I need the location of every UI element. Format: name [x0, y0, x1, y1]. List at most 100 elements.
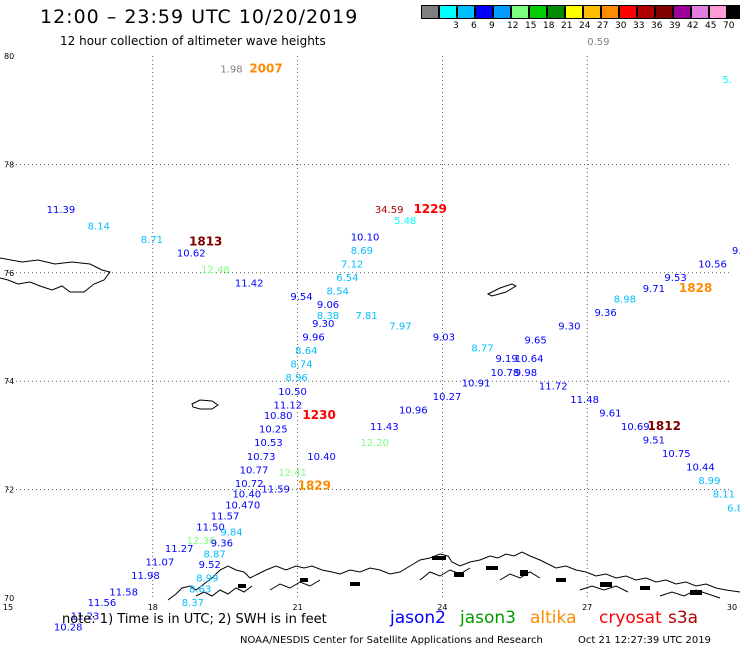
wave-height-label: 9.06	[317, 300, 339, 311]
wave-height-label: 10.64	[515, 354, 544, 365]
lat-tick-label: 78	[4, 160, 14, 169]
legend-label: 36	[651, 21, 663, 31]
wave-height-label: 11.12	[273, 400, 302, 411]
wave-height-label: 9.80	[732, 246, 740, 257]
legend-label: 45	[705, 21, 717, 31]
wave-height-label: 9.30	[558, 322, 580, 333]
wave-height-label: 8.14	[88, 221, 110, 232]
legend-label: 27	[597, 21, 609, 31]
wave-height-label: 9.96	[302, 333, 324, 344]
wave-height-label: 6.87	[727, 503, 740, 514]
legend-label: 18	[543, 21, 555, 31]
wave-height-label: 10.40	[307, 452, 336, 463]
pass-time-label: 1229	[413, 202, 446, 216]
legend-swatch	[439, 5, 457, 19]
wave-height-label: 9.54	[290, 292, 312, 303]
lat-tick-label: 74	[4, 377, 14, 386]
wave-height-label: 10.62	[177, 249, 206, 260]
legend-label: 6	[471, 21, 477, 31]
wave-height-label: 10.44	[686, 463, 715, 474]
pass-time-label: 2007	[249, 61, 282, 75]
wave-height-label: 10.25	[259, 425, 288, 436]
wave-height-label: 8.54	[327, 286, 349, 297]
legend-swatch	[709, 5, 727, 19]
wave-height-label: 10.56	[698, 259, 727, 270]
coastline	[0, 257, 518, 410]
wave-height-label: 9.03	[433, 333, 455, 344]
lat-tick-label: 80	[4, 52, 14, 61]
coastal-islands	[238, 556, 702, 595]
bjornoya-island	[191, 399, 219, 410]
wave-height-label: 11.57	[211, 511, 240, 522]
legend-label: 3	[453, 21, 459, 31]
pass-time-label: 1813	[189, 235, 222, 249]
wave-height-label: 8.77	[471, 343, 493, 354]
wave-height-label: 10.470	[225, 501, 260, 512]
wave-height-label: 0.59	[587, 37, 609, 48]
wave-height-label: 9.36	[211, 539, 233, 550]
lat-tick-label: 70	[4, 594, 14, 603]
wave-height-label: 9.71	[643, 284, 665, 295]
legend-swatch	[475, 5, 493, 19]
satellite-cryosat: cryosat	[599, 608, 662, 628]
wave-height-label: 10.73	[247, 452, 276, 463]
wave-height-label: 8.96	[286, 373, 308, 384]
wave-height-label: 7.12	[341, 259, 363, 270]
legend-swatch	[493, 5, 511, 19]
satellite-altika: altika	[530, 608, 577, 628]
lon-tick-label: 21	[293, 603, 303, 612]
legend-swatch	[511, 5, 529, 19]
wave-height-label: 11.23	[71, 612, 100, 623]
wave-height-label: 11.43	[370, 422, 399, 433]
generated-timestamp: Oct 21 12:27:39 UTC 2019	[578, 635, 711, 646]
wave-height-label: 8.37	[182, 598, 204, 609]
wave-height-label: 10.75	[662, 449, 691, 460]
legend-swatch	[421, 5, 439, 19]
legend-label: 42	[687, 21, 699, 31]
legend-label: 39	[669, 21, 681, 31]
wave-height-label: 9.84	[220, 528, 242, 539]
wave-height-label: 8.64	[295, 346, 317, 357]
legend-swatch	[637, 5, 655, 19]
footer-note: note: 1) Time is in UTC; 2) SWH is in fe…	[62, 612, 327, 627]
legend-swatch	[673, 5, 691, 19]
legend-swatch	[583, 5, 601, 19]
credit-text: NOAA/NESDIS Center for Satellite Applica…	[240, 635, 543, 646]
wave-height-label: 8.69	[351, 246, 373, 257]
wave-height-label: 10.96	[399, 406, 428, 417]
lat-tick-label: 76	[4, 269, 14, 278]
wave-height-label: 9.61	[599, 408, 621, 419]
wave-height-label: 9.65	[524, 335, 546, 346]
lon-tick-label: 30	[727, 603, 737, 612]
wave-height-label: 10.72	[235, 479, 264, 490]
wave-height-label: 9.36	[594, 308, 616, 319]
wave-height-label: 10.10	[351, 232, 380, 243]
legend-label: 9	[489, 21, 495, 31]
wave-height-label: 11.72	[539, 381, 568, 392]
wave-height-label: 8.38	[317, 311, 339, 322]
legend-label: 70	[723, 21, 735, 31]
wave-height-label: 8.11	[713, 490, 735, 501]
wave-height-label: 8.71	[141, 235, 163, 246]
norway-coastline	[167, 551, 740, 601]
wave-height-label: 1.98	[220, 64, 242, 75]
legend-label: 30	[615, 21, 627, 31]
legend-swatch	[727, 5, 740, 19]
wave-height-label: 8.74	[290, 360, 312, 371]
wave-height-label: 10.78	[491, 368, 520, 379]
legend-swatch	[691, 5, 709, 19]
wave-height-label: 9.30	[312, 319, 334, 330]
wave-height-label: 12.41	[278, 468, 307, 479]
wave-height-label: 9.98	[515, 368, 537, 379]
wave-height-label: 10.69	[621, 422, 650, 433]
legend-label: 33	[633, 21, 645, 31]
wave-height-label: 34.59	[375, 205, 404, 216]
wave-height-label: 12.20	[360, 438, 389, 449]
satellite-s3a: s3a	[668, 608, 699, 628]
wave-height-label: 11.50	[196, 522, 225, 533]
satellite-jason3: jason3	[460, 608, 516, 628]
satellite-jason2: jason2	[390, 608, 446, 628]
wave-height-label: 5.	[722, 75, 732, 86]
wave-height-label: 8.99	[698, 476, 720, 487]
